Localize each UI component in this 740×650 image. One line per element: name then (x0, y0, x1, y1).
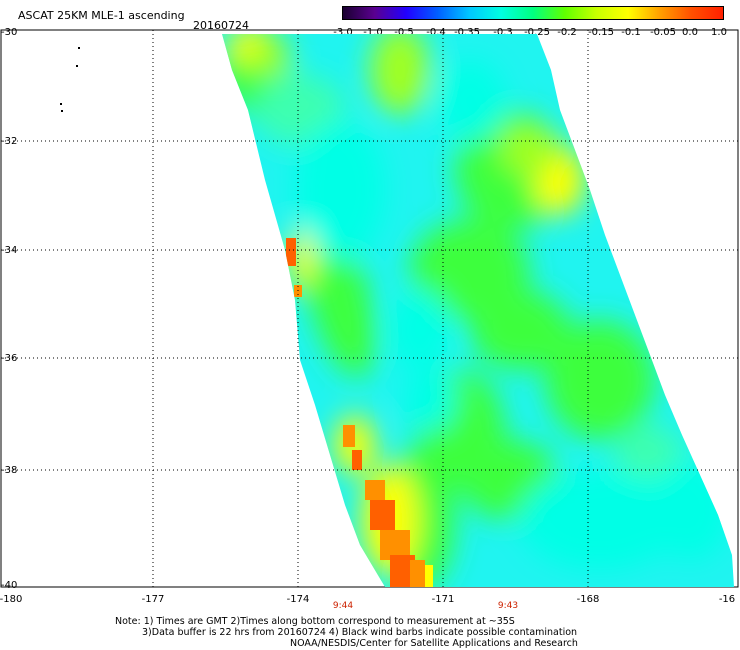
colorbar-tick: -0.05 (650, 27, 676, 38)
map-title: ASCAT 25KM MLE-1 ascending (18, 9, 185, 22)
colorbar-tick: 1.0 (711, 27, 727, 38)
land-dot (61, 110, 63, 112)
latitude-label: -30 (1, 27, 18, 38)
time-label: 9:44 (332, 601, 354, 611)
land-dot (76, 65, 78, 67)
note-line-3: NOAA/NESDIS/Center for Satellite Applica… (290, 638, 578, 649)
note-line-2: 3)Data buffer is 22 hrs from 20160724 4)… (142, 627, 578, 638)
time-label: 9:43 (497, 601, 519, 611)
latitude-label: -40 (1, 580, 18, 591)
latitude-label: -32 (1, 136, 18, 147)
colorbar-tick: -0.3 (493, 27, 513, 38)
land-dot (78, 47, 80, 49)
longitude-label: -168 (576, 594, 600, 605)
colorbar-tick: -0.15 (588, 27, 614, 38)
colorbar-tick: -0.1 (621, 27, 641, 38)
map-frame (0, 29, 739, 588)
longitude-label: -171 (431, 594, 455, 605)
colorbar-tick: -0.4 (426, 27, 446, 38)
grid-lines (1, 30, 738, 587)
latitude-label: -34 (1, 245, 18, 256)
colorbar-tick: -0.5 (394, 27, 414, 38)
land-dot (60, 103, 62, 105)
longitude-label: -174 (286, 594, 310, 605)
map-date: 20160724 (193, 19, 249, 32)
wind-swath (222, 34, 734, 587)
note-line-1: Note: 1) Times are GMT 2)Times along bot… (115, 616, 515, 627)
colorbar-tick: -3.0 (333, 27, 353, 38)
colorbar-tick: -0.35 (454, 27, 480, 38)
colorbar-tick: -1.0 (363, 27, 383, 38)
longitude-label: -177 (141, 594, 165, 605)
colorbar-tick: 0.0 (682, 27, 698, 38)
colorbar-tick: -0.25 (524, 27, 550, 38)
colorbar (342, 6, 724, 20)
longitude-label: -16 (718, 594, 736, 605)
longitude-label: -180 (0, 594, 23, 605)
latitude-label: -36 (1, 353, 18, 364)
latitude-label: -38 (1, 465, 18, 476)
colorbar-tick: -0.2 (557, 27, 577, 38)
